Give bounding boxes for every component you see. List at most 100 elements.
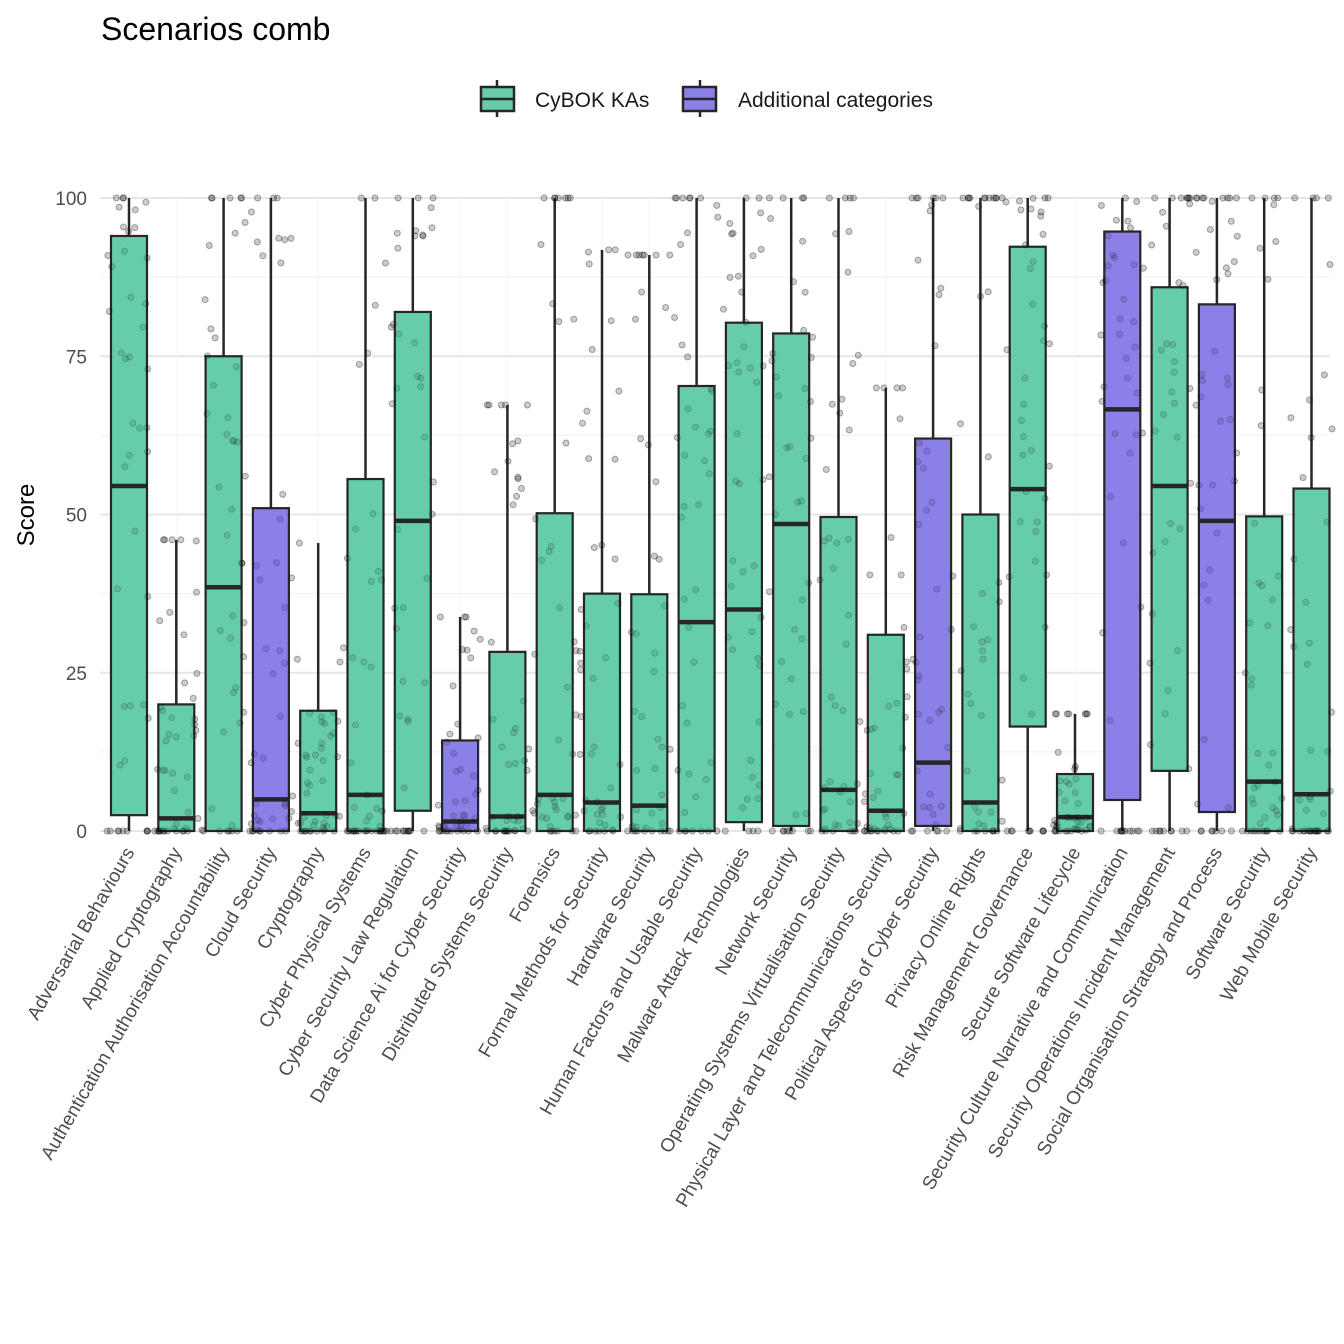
- data-point: [463, 646, 471, 654]
- data-point: [1007, 827, 1015, 835]
- data-point: [120, 223, 127, 231]
- data-point: [336, 658, 344, 666]
- data-point: [804, 827, 812, 835]
- data-point: [755, 781, 763, 789]
- data-point: [192, 537, 200, 545]
- data-point: [798, 635, 806, 643]
- data-point: [926, 804, 934, 811]
- data-point: [944, 744, 952, 751]
- data-point: [299, 827, 307, 835]
- data-point: [1306, 396, 1314, 404]
- data-point: [748, 628, 756, 636]
- data-point: [247, 820, 255, 828]
- data-point: [394, 244, 402, 252]
- data-point: [1074, 813, 1082, 821]
- data-point: [671, 314, 679, 321]
- data-point: [1159, 208, 1167, 216]
- data-point: [440, 822, 448, 830]
- data-point: [276, 647, 284, 655]
- data-point: [866, 571, 874, 579]
- data-point: [452, 768, 460, 776]
- data-point: [678, 513, 685, 521]
- data-point: [846, 819, 854, 827]
- data-point: [1233, 194, 1240, 202]
- data-point: [538, 813, 546, 821]
- data-point: [589, 674, 597, 682]
- data-point: [564, 812, 572, 820]
- data-point: [461, 613, 469, 621]
- data-point: [992, 194, 1000, 202]
- data-point: [1323, 827, 1331, 835]
- legend-item-cybok[interactable]: CyBOK KAs: [479, 80, 649, 117]
- data-point: [980, 822, 988, 830]
- data-point: [429, 194, 437, 202]
- data-point: [1224, 380, 1232, 388]
- data-point: [1197, 393, 1205, 401]
- data-point: [1187, 479, 1195, 487]
- data-point: [378, 807, 386, 815]
- data-point: [599, 811, 606, 819]
- data-point: [915, 521, 923, 528]
- data-point: [181, 679, 189, 687]
- data-point: [513, 492, 521, 500]
- data-point: [294, 739, 302, 747]
- data-point: [1028, 710, 1036, 718]
- data-point: [319, 777, 327, 785]
- data-point: [1160, 411, 1168, 418]
- data-point: [131, 224, 139, 232]
- data-point: [593, 811, 601, 819]
- data-point: [1306, 827, 1314, 835]
- data-point: [417, 383, 425, 391]
- data-point: [115, 203, 123, 211]
- data-point: [343, 554, 351, 562]
- y-tick-label: 0: [76, 822, 87, 843]
- data-point: [742, 318, 750, 326]
- data-point: [1156, 827, 1164, 835]
- data-point: [1043, 571, 1051, 579]
- data-point: [232, 684, 240, 692]
- data-point: [457, 825, 465, 833]
- data-point: [893, 384, 901, 392]
- data-point: [759, 476, 767, 484]
- data-point: [421, 679, 429, 687]
- data-point: [1270, 201, 1278, 209]
- data-point: [470, 627, 478, 635]
- data-point: [210, 381, 217, 389]
- data-point: [207, 194, 215, 202]
- data-point: [863, 726, 871, 734]
- box-cloud-security: [251, 198, 290, 833]
- data-point: [121, 463, 129, 471]
- data-point: [247, 759, 255, 767]
- data-point: [1116, 330, 1124, 338]
- data-point: [1255, 579, 1263, 587]
- data-point: [673, 194, 680, 202]
- data-point: [229, 437, 237, 444]
- data-point: [411, 339, 418, 347]
- data-point: [497, 401, 505, 409]
- data-point: [1173, 433, 1181, 441]
- data-point: [452, 798, 459, 806]
- jitter-points-overlay: [103, 194, 1336, 835]
- data-point: [559, 794, 567, 802]
- data-point: [106, 827, 114, 835]
- data-point: [666, 251, 674, 259]
- data-point: [577, 659, 585, 667]
- legend-item-additional[interactable]: Additional categories: [681, 80, 933, 117]
- data-point: [1055, 788, 1063, 796]
- data-point: [1183, 194, 1191, 202]
- data-point: [632, 251, 640, 259]
- data-point: [1119, 827, 1127, 835]
- data-point: [755, 194, 763, 202]
- data-point: [1233, 232, 1241, 240]
- data-point: [1071, 765, 1079, 773]
- data-point: [492, 827, 500, 835]
- data-point: [500, 827, 508, 835]
- data-point: [301, 827, 309, 835]
- data-point: [1083, 710, 1091, 718]
- data-point: [984, 288, 992, 296]
- data-point: [899, 384, 907, 392]
- data-point: [262, 645, 270, 653]
- data-point: [361, 827, 369, 835]
- data-point: [1169, 341, 1177, 348]
- data-point: [491, 468, 498, 476]
